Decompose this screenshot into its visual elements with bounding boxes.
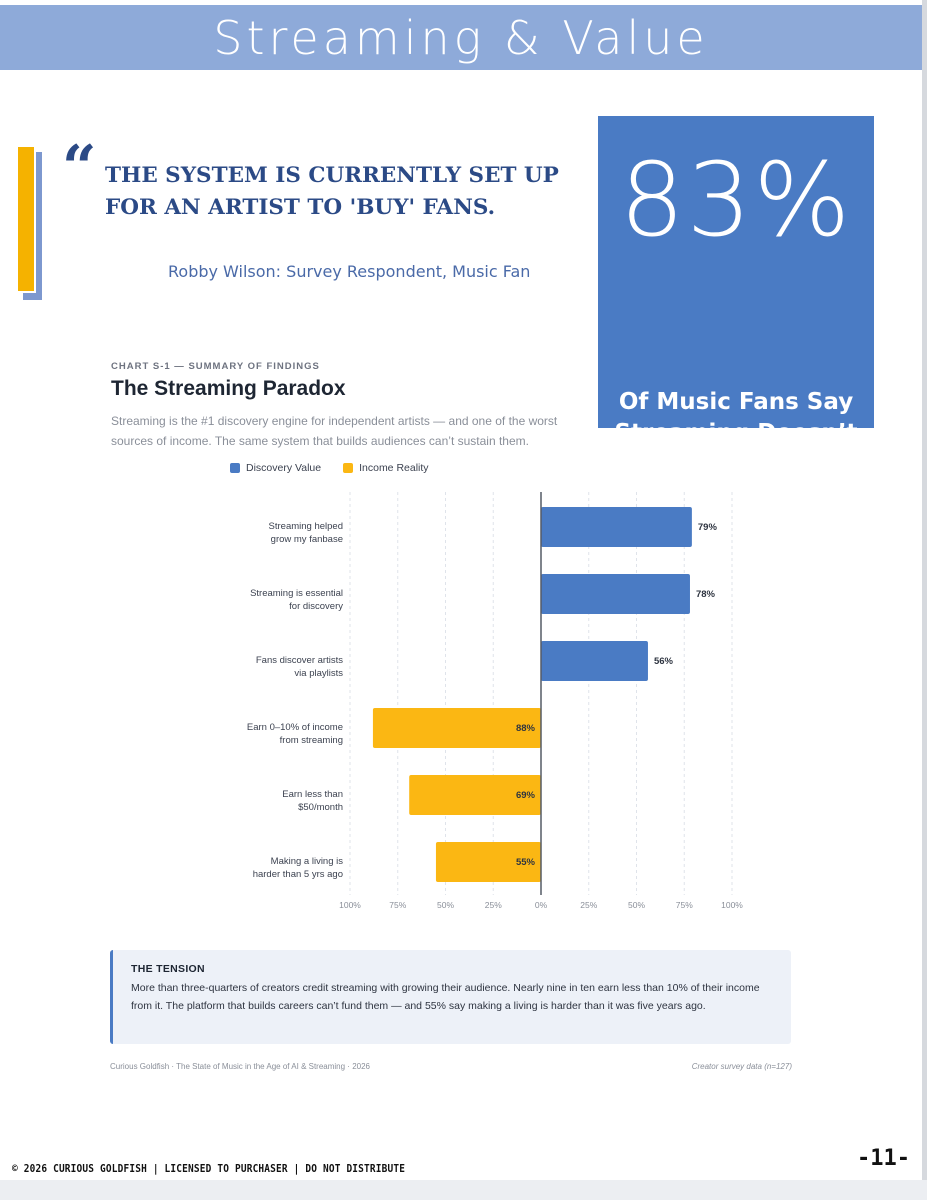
bar-value-label: 79% bbox=[698, 522, 718, 533]
x-tick-label: 50% bbox=[437, 900, 454, 910]
bar-income bbox=[409, 775, 541, 815]
page-number: -11- bbox=[857, 1146, 910, 1171]
category-label: grow my fanbase bbox=[271, 534, 343, 545]
bar-discovery bbox=[541, 507, 692, 547]
quote-accent-bar bbox=[16, 145, 36, 293]
bar-value-label: 56% bbox=[654, 656, 674, 667]
quote-attribution: Robby Wilson: Survey Respondent, Music F… bbox=[168, 262, 531, 281]
chart-title: The Streaming Paradox bbox=[111, 377, 346, 400]
category-label: Streaming helped bbox=[269, 521, 343, 532]
category-label: from streaming bbox=[280, 735, 343, 746]
category-label: Earn 0–10% of income bbox=[247, 722, 343, 733]
chart-kicker: CHART S-1 — SUMMARY OF FINDINGS bbox=[111, 361, 320, 372]
section-header: Streaming & Value bbox=[0, 5, 922, 70]
legend-label-discovery: Discovery Value bbox=[246, 462, 322, 474]
legend-item-income: Income Reality bbox=[343, 462, 429, 474]
page-edge bbox=[922, 0, 927, 1200]
x-tick-label: 100% bbox=[339, 900, 361, 910]
x-tick-label: 0% bbox=[535, 900, 548, 910]
bar-income bbox=[435, 842, 541, 882]
tension-body: More than three-quarters of creators cre… bbox=[131, 982, 760, 1012]
bar-income bbox=[372, 708, 541, 748]
page-bottom-band bbox=[0, 1180, 927, 1200]
x-tick-label: 25% bbox=[485, 900, 502, 910]
section-title: Streaming & Value bbox=[213, 10, 709, 65]
x-tick-label: 75% bbox=[389, 900, 406, 910]
stat-callout: 83% Of Music Fans Say Streaming Doesn’t … bbox=[598, 116, 874, 477]
chart-legend: Discovery Value Income Reality bbox=[230, 462, 429, 474]
category-label: $50/month bbox=[298, 802, 343, 813]
stat-caption: Of Music Fans Say Streaming Doesn’t Pay … bbox=[614, 389, 858, 477]
legend-swatch-income bbox=[343, 463, 354, 473]
category-label: for discovery bbox=[289, 601, 343, 612]
category-label: Streaming is essential bbox=[250, 588, 343, 599]
x-tick-label: 25% bbox=[580, 900, 597, 910]
bar-value-label: 55% bbox=[516, 857, 536, 868]
quote-mark-icon: “ bbox=[62, 133, 97, 203]
pull-quote: THE SYSTEM IS CURRENTLY SET UP FOR AN AR… bbox=[105, 163, 559, 220]
bar-value-label: 88% bbox=[516, 723, 536, 734]
chart-source: Curious Goldfish · The State of Music in… bbox=[110, 1062, 370, 1071]
chart-subtitle: Streaming is the #1 discovery engine for… bbox=[111, 414, 558, 448]
bar-value-label: 78% bbox=[696, 589, 716, 600]
bar-discovery bbox=[541, 641, 648, 681]
legend-item-discovery: Discovery Value bbox=[230, 462, 321, 474]
bar-value-label: 69% bbox=[516, 790, 536, 801]
bar-discovery bbox=[541, 574, 690, 614]
category-label: Fans discover artists bbox=[256, 655, 343, 666]
legend-swatch-discovery bbox=[230, 463, 240, 473]
x-tick-label: 50% bbox=[628, 900, 645, 910]
category-label: Making a living is bbox=[271, 856, 344, 867]
stat-number: 83% bbox=[619, 141, 853, 260]
category-label: via playlists bbox=[294, 668, 343, 679]
legend-label-income: Income Reality bbox=[359, 462, 429, 474]
x-tick-label: 100% bbox=[721, 900, 743, 910]
chart-note: Creator survey data (n=127) bbox=[691, 1062, 792, 1071]
category-label: Earn less than bbox=[282, 789, 343, 800]
category-label: harder than 5 yrs ago bbox=[253, 869, 343, 880]
tension-title: THE TENSION bbox=[131, 963, 205, 975]
copyright-notice: © 2026 CURIOUS GOLDFISH | LICENSED TO PU… bbox=[12, 1162, 406, 1175]
x-tick-label: 75% bbox=[676, 900, 693, 910]
tension-callout: THE TENSION More than three-quarters of … bbox=[110, 950, 791, 1044]
